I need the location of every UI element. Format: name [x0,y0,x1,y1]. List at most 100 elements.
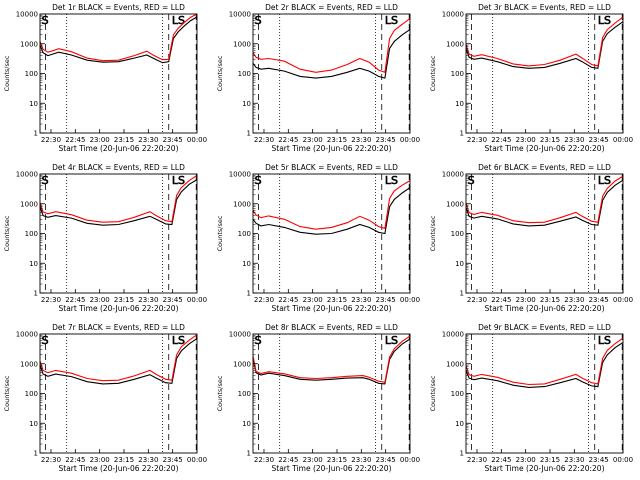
x-tick-label: 23:45 [163,456,183,464]
plot-frame [39,333,198,454]
x-tick-label: 23:15 [114,136,134,144]
y-tick-label: 100 [238,230,251,238]
x-tick-label: 23:30 [564,456,584,464]
y-tick-label: 10000 [16,171,38,179]
plot-frame [39,13,198,134]
detector-panel: Det 1r BLACK = Events, RED = LLD S LS 1 10 10… [0,0,213,160]
chart-title: Det 8r BLACK = Events, RED = LLD [265,323,398,332]
x-tick-label: 23:00 [90,296,110,304]
y-axis-label: Counts/sec [429,55,437,91]
x-tick-label: 22:30 [41,296,61,304]
series-events-line [39,338,198,385]
y-tick-label: 10 [242,100,251,108]
annotation-label: LS [172,174,185,187]
chart-title: Det 2r BLACK = Events, RED = LLD [265,3,398,12]
y-tick-label: 100 [238,70,251,78]
x-tick-label: 23:15 [114,296,134,304]
x-tick-label: 23:15 [327,456,347,464]
annotation-label: S [255,334,262,347]
x-tick-label: 23:45 [589,136,609,144]
x-axis-label: Start Time (20-Jun-06 22:20:20) [59,464,179,473]
series-lld-line [465,175,624,224]
detector-panel: Det 2r BLACK = Events, RED = LLD S LS 1 10 10… [213,0,426,160]
detector-panel: Det 4r BLACK = Events, RED = LLD S LS 1 10 10… [0,160,213,320]
annotation-label: S [42,334,49,347]
x-tick-label: 00:00 [187,296,207,304]
x-tick-label: 23:00 [303,456,323,464]
x-tick-label: 22:30 [254,296,274,304]
y-tick-label: 1000 [20,40,38,48]
detector-panel: Det 3r BLACK = Events, RED = LLD LS 1 10 100… [426,0,639,160]
y-tick-label: 1000 [446,360,464,368]
y-tick-label: 1000 [20,360,38,368]
y-tick-label: 1 [34,450,38,458]
plot-frame [39,173,198,294]
y-tick-label: 10000 [16,331,38,339]
y-tick-label: 100 [238,390,251,398]
y-axis-label: Counts/sec [3,55,11,91]
x-tick-label: 22:45 [65,296,85,304]
y-tick-label: 10000 [442,171,464,179]
x-tick-label: 22:45 [65,456,85,464]
detector-panel: Det 5r BLACK = Events, RED = LLD S LS 1 10 10… [213,160,426,320]
y-axis-label: Counts/sec [429,375,437,411]
plot-frame [252,13,411,134]
x-tick-label: 22:30 [467,456,487,464]
x-tick-label: 23:45 [163,136,183,144]
x-tick-label: 00:00 [187,136,207,144]
x-tick-label: 23:30 [138,456,158,464]
x-tick-label: 23:00 [516,296,536,304]
x-axis-label: Start Time (20-Jun-06 22:20:20) [59,304,179,313]
x-tick-label: 23:30 [351,296,371,304]
annotation-label: LS [598,174,611,187]
x-tick-label: 23:00 [90,456,110,464]
series-lld-line [465,16,624,67]
chart-title: Det 7r BLACK = Events, RED = LLD [52,323,185,332]
x-tick-label: 00:00 [613,136,633,144]
y-axis-label: Counts/sec [3,375,11,411]
y-tick-label: 10000 [229,11,251,19]
x-tick-label: 22:30 [467,296,487,304]
series-events-line [465,341,624,388]
x-tick-label: 23:45 [589,296,609,304]
y-tick-label: 10 [455,420,464,428]
x-tick-label: 23:15 [327,136,347,144]
detector-panel: Det 6r BLACK = Events, RED = LLD S LS 1 10 10… [426,160,639,320]
x-tick-label: 23:00 [516,136,536,144]
y-tick-label: 100 [451,70,464,78]
detector-panel: Det 8r BLACK = Events, RED = LLD S LS 1 10 10… [213,320,426,480]
x-tick-label: 22:30 [467,136,487,144]
x-tick-label: 22:45 [278,136,298,144]
y-tick-label: 1 [34,290,38,298]
x-tick-label: 23:30 [138,296,158,304]
x-tick-label: 23:30 [564,136,584,144]
x-tick-label: 00:00 [400,136,420,144]
x-tick-label: 00:00 [400,456,420,464]
y-tick-label: 1000 [446,40,464,48]
x-tick-label: 22:45 [491,456,511,464]
series-events-line [252,338,411,385]
y-tick-label: 10 [455,260,464,268]
x-tick-label: 22:30 [41,456,61,464]
x-tick-label: 22:30 [254,456,274,464]
y-tick-label: 100 [25,70,38,78]
y-tick-label: 1000 [233,200,251,208]
y-tick-label: 10 [455,100,464,108]
annotation-label: LS [385,334,398,347]
chart-svg: Det 9r BLACK = Events, RED = LLD LS 1 10 100… [429,323,633,473]
x-tick-label: 23:00 [516,456,536,464]
y-axis-label: Counts/sec [216,215,224,251]
x-tick-label: 23:30 [564,296,584,304]
x-tick-label: 23:30 [351,456,371,464]
x-tick-label: 23:45 [376,136,396,144]
y-axis-label: Counts/sec [216,55,224,91]
x-tick-label: 23:30 [351,136,371,144]
series-events-line [465,21,624,69]
annotation-label: LS [598,14,611,27]
x-tick-label: 00:00 [613,456,633,464]
series-lld-line [252,180,411,230]
